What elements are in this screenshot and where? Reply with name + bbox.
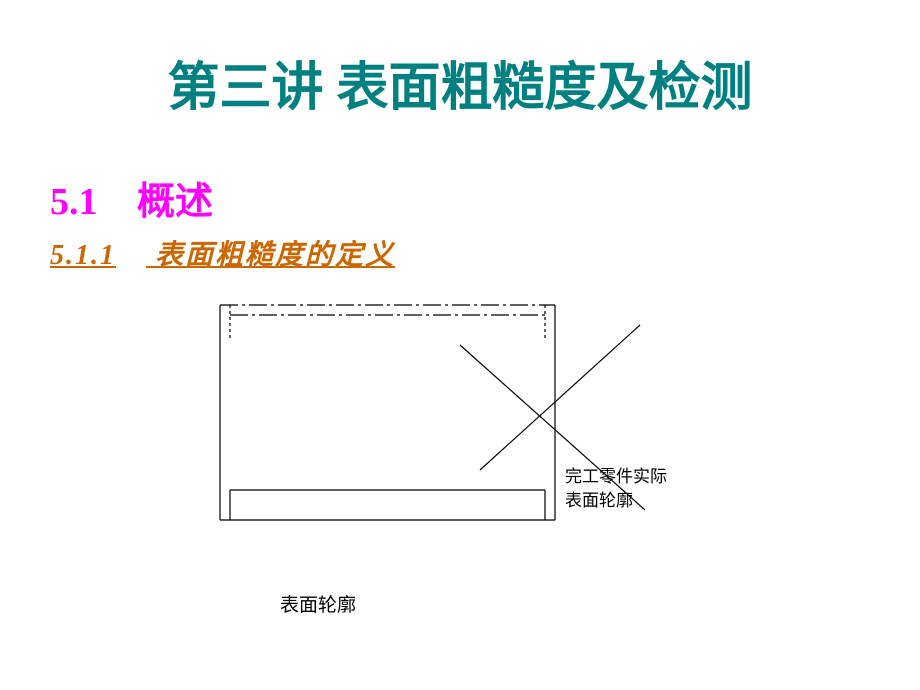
diagram-svg	[190, 290, 750, 600]
callout-line2: 表面轮廓	[565, 491, 633, 510]
section-label: 概述	[137, 181, 213, 223]
callout-line1: 完工零件实际	[565, 467, 667, 486]
section-header: 5.1 概述	[50, 170, 920, 225]
surface-profile-diagram	[190, 290, 750, 600]
callout-text: 完工零件实际 表面轮廓	[565, 465, 667, 513]
page-title: 第三讲 表面粗糙度及检测	[0, 0, 920, 120]
bottom-label: 表面轮廓	[280, 590, 356, 617]
subsection-label: 表面粗糙度的定义	[155, 240, 395, 271]
subsection-number: 5.1.1	[50, 240, 116, 271]
subsection-header: 5.1.1 表面粗糙度的定义	[50, 233, 920, 273]
section-number: 5.1	[50, 181, 98, 223]
